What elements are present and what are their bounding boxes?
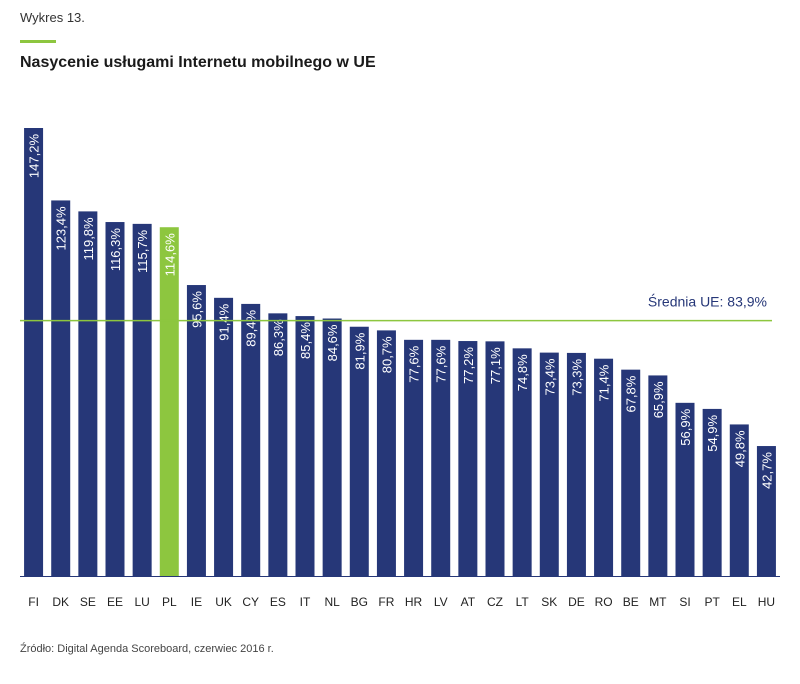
tick-label-fi: FI (28, 595, 39, 609)
bar-fi (24, 128, 44, 576)
bar-si (675, 402, 695, 576)
bar-ie (186, 285, 206, 576)
bar-cz (485, 341, 505, 576)
value-label-mt: 65,9% (651, 381, 666, 418)
value-label-dk: 123,4% (54, 206, 69, 251)
value-label-nl: 84,6% (325, 324, 340, 361)
tick-label-cz: CZ (487, 595, 503, 609)
figure-caption: Wykres 13. (20, 10, 85, 25)
bar-bg (349, 326, 369, 576)
value-label-se: 119,8% (81, 217, 96, 261)
value-label-lt: 74,8% (515, 354, 530, 391)
tick-label-it: IT (300, 595, 311, 609)
bar-uk (214, 297, 234, 576)
bar-de (566, 352, 586, 576)
bar-dk (51, 200, 71, 576)
value-label-hr: 77,6% (407, 345, 422, 382)
tick-label-ie: IE (191, 595, 202, 609)
tick-label-cy: CY (242, 595, 259, 609)
bar-se (78, 211, 98, 577)
bar-hr (404, 339, 424, 576)
value-label-pt: 54,9% (705, 414, 720, 451)
value-label-at: 77,2% (461, 347, 476, 384)
tick-label-mt: MT (649, 595, 667, 609)
bar-be (621, 369, 641, 576)
tick-label-ro: RO (595, 595, 613, 609)
value-label-lu: 115,7% (135, 229, 150, 273)
bar-chart: 147,2% FI 123,4% DK 119,8% SE 116,3% EE 115,7% LU… (20, 128, 780, 609)
value-label-ee: 116,3% (108, 228, 123, 272)
value-label-ie: 95,6% (189, 291, 204, 328)
value-label-si: 56,9% (678, 408, 693, 445)
value-label-pl: 114,6% (162, 233, 177, 277)
accent-line (20, 40, 56, 43)
tick-label-de: DE (568, 595, 585, 609)
tick-label-lv: LV (434, 595, 448, 609)
value-label-fi: 147,2% (27, 134, 42, 179)
bar-lt (512, 348, 532, 576)
bar-el (729, 424, 749, 576)
value-label-uk: 91,4% (217, 303, 232, 340)
value-label-fr: 80,7% (379, 336, 394, 373)
bar-it (295, 316, 315, 576)
value-label-cy: 89,4% (244, 309, 259, 346)
value-label-hu: 42,7% (759, 452, 774, 489)
average-label: Średnia UE: 83,9% (648, 293, 767, 310)
tick-label-hu: HU (758, 595, 775, 609)
value-label-el: 49,8% (732, 430, 747, 467)
bar-pt (702, 408, 722, 576)
value-label-de: 73,3% (569, 358, 584, 395)
value-label-be: 67,8% (624, 375, 639, 412)
bar-sk (539, 352, 559, 576)
tick-label-es: ES (270, 595, 286, 609)
bar-at (458, 341, 478, 576)
bar-ee (105, 222, 125, 577)
tick-label-hr: HR (405, 595, 423, 609)
tick-label-bg: BG (351, 595, 368, 609)
value-label-ro: 71,4% (597, 364, 612, 401)
tick-label-lu: LU (134, 595, 149, 609)
source-note: Źródło: Digital Agenda Scoreboard, czerw… (20, 643, 274, 655)
tick-label-be: BE (623, 595, 639, 609)
bar-nl (322, 318, 342, 576)
bar-lv (431, 339, 451, 576)
tick-label-lt: LT (516, 595, 530, 609)
tick-label-se: SE (80, 595, 96, 609)
tick-label-dk: DK (52, 595, 69, 609)
tick-label-pt: PT (704, 595, 720, 609)
tick-label-si: SI (679, 595, 690, 609)
bar-pl (159, 227, 179, 576)
bar-cy (241, 303, 261, 576)
tick-label-uk: UK (215, 595, 232, 609)
bar-lu (132, 223, 152, 576)
tick-label-el: EL (732, 595, 747, 609)
bar-mt (648, 375, 668, 576)
tick-label-pl: PL (162, 595, 177, 609)
value-label-bg: 81,9% (352, 332, 367, 369)
bar-ro (594, 358, 614, 576)
tick-label-ee: EE (107, 595, 123, 609)
tick-label-sk: SK (541, 595, 557, 609)
tick-label-nl: NL (324, 595, 340, 609)
value-label-es: 86,3% (271, 319, 286, 356)
tick-label-at: AT (461, 595, 476, 609)
value-label-lv: 77,6% (434, 345, 449, 382)
tick-label-fr: FR (378, 595, 394, 609)
bar-fr (376, 330, 396, 576)
value-label-sk: 73,4% (542, 358, 557, 395)
value-label-cz: 77,1% (488, 347, 503, 384)
bar-hu (756, 446, 776, 576)
chart-title: Nasycenie usługami Internetu mobilnego w… (20, 54, 376, 71)
value-label-it: 85,4% (298, 322, 313, 359)
bar-es (268, 313, 288, 576)
